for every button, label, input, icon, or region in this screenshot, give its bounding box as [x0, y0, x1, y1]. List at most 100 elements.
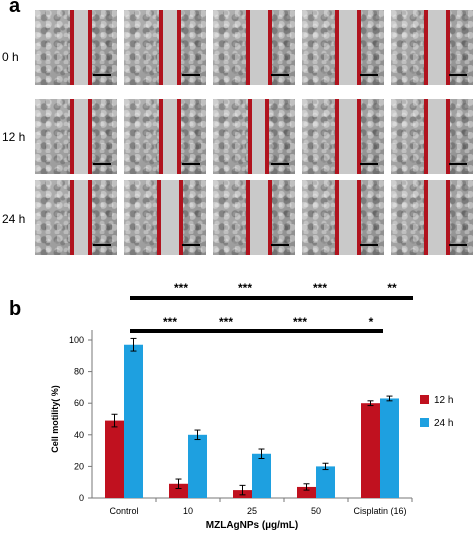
micrograph-tile	[213, 10, 295, 85]
scale-bar	[449, 74, 467, 76]
significance-marker: ***	[293, 315, 307, 329]
micrograph-tile	[124, 99, 206, 174]
wound-gap	[74, 10, 88, 85]
significance-marker: ***	[313, 281, 327, 295]
wound-edge-line	[446, 99, 450, 174]
legend-swatch-12h	[420, 395, 429, 404]
bar-24h	[316, 466, 335, 498]
wound-edge-line	[265, 99, 269, 174]
wound-gap	[428, 99, 446, 174]
wound-edge-line	[357, 10, 361, 85]
bar-24h	[188, 434, 207, 498]
wound-edge-line	[88, 180, 92, 255]
wound-edge-line	[88, 10, 92, 85]
scale-bar	[449, 244, 467, 246]
legend-label-12h: 12 h	[434, 395, 453, 406]
wound-edge-line	[177, 10, 181, 85]
bar-12h	[297, 486, 316, 498]
wound-edge-line	[159, 99, 163, 174]
micrograph-tile	[213, 99, 295, 174]
x-tick-label: 25	[247, 506, 257, 516]
x-tick-label: 10	[183, 506, 193, 516]
y-tick-label: 60	[74, 398, 84, 408]
scale-bar	[360, 163, 378, 165]
wound-edge-line	[268, 10, 272, 85]
wound-edge-line	[70, 180, 74, 255]
scale-bar	[93, 163, 111, 165]
wound-edge-line	[357, 99, 361, 174]
x-tick-label: Cisplatin (16)	[353, 506, 406, 516]
micrograph-tile	[302, 180, 384, 255]
significance-marker: ***	[174, 281, 188, 295]
bar-24h	[124, 344, 143, 498]
y-axis-title: Cell motility( %)	[50, 385, 60, 453]
wound-edge-line	[268, 180, 272, 255]
wound-gap	[74, 180, 88, 255]
wound-edge-line	[246, 10, 250, 85]
wound-gap	[339, 99, 357, 174]
wound-edge-line	[177, 99, 181, 174]
x-tick-label: 50	[311, 506, 321, 516]
scale-bar	[182, 163, 200, 165]
bar-24h	[380, 398, 399, 498]
y-tick-label: 100	[69, 335, 84, 345]
wound-edge-line	[70, 99, 74, 174]
micrograph-tile	[391, 180, 473, 255]
scale-bar	[360, 244, 378, 246]
wound-gap	[428, 10, 446, 85]
scale-bar	[449, 163, 467, 165]
significance-marker: ***	[219, 315, 233, 329]
row-label-24h: 24 h	[2, 212, 26, 226]
legend-label-24h: 24 h	[434, 418, 453, 429]
wound-gap	[161, 180, 179, 255]
y-tick-label: 0	[79, 493, 84, 503]
micrograph-tile	[391, 99, 473, 174]
significance-marker: *	[369, 315, 374, 329]
micrograph-tile	[35, 10, 117, 85]
legend-swatch-24h	[420, 418, 429, 427]
micrograph-tile	[302, 10, 384, 85]
y-tick-label: 20	[74, 461, 84, 471]
panel-b-label: b	[9, 298, 22, 320]
wound-gap	[163, 99, 177, 174]
panel-a-label: a	[9, 0, 21, 17]
y-tick-label: 80	[74, 367, 84, 377]
scale-bar	[360, 74, 378, 76]
wound-edge-line	[248, 99, 252, 174]
scale-bar	[271, 163, 289, 165]
scale-bar	[182, 244, 200, 246]
wound-edge-line	[179, 180, 183, 255]
wound-edge-line	[70, 10, 74, 85]
wound-edge-line	[335, 10, 339, 85]
scale-bar	[271, 244, 289, 246]
x-axis-title: MZLAgNPs (µg/mL)	[206, 520, 298, 531]
wound-edge-line	[446, 180, 450, 255]
scale-bar	[182, 74, 200, 76]
wound-edge-line	[424, 99, 428, 174]
wound-gap	[339, 180, 357, 255]
wound-gap	[252, 99, 265, 174]
micrograph-tile	[124, 180, 206, 255]
wound-edge-line	[246, 180, 250, 255]
wound-gap	[250, 180, 268, 255]
micrograph-tile	[213, 180, 295, 255]
bar-12h	[361, 403, 380, 498]
row-label-12h: 12 h	[2, 130, 26, 144]
wound-edge-line	[335, 99, 339, 174]
wound-edge-line	[159, 10, 163, 85]
bar-12h	[169, 483, 188, 498]
significance-marker: ***	[163, 315, 177, 329]
x-tick-label: Control	[109, 506, 138, 516]
wound-edge-line	[424, 10, 428, 85]
wound-edge-line	[335, 180, 339, 255]
bar-12h	[105, 420, 124, 498]
significance-marker: **	[387, 281, 397, 295]
wound-gap	[74, 99, 88, 174]
micrograph-tile	[391, 10, 473, 85]
wound-gap	[163, 10, 177, 85]
wound-gap	[428, 180, 446, 255]
wound-gap	[250, 10, 268, 85]
bar-24h	[252, 453, 271, 498]
wound-gap	[339, 10, 357, 85]
